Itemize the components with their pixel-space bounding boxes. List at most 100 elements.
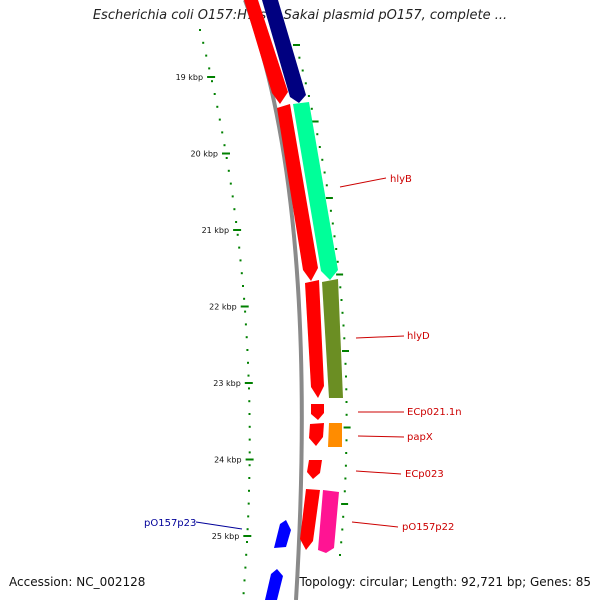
ruler-minor-tick [240, 272, 243, 275]
cds-arrow-reverse-1[interactable] [244, 0, 288, 104]
outer-ruler-tick [301, 69, 304, 72]
outer-ruler-tick [311, 120, 319, 123]
outer-ruler-tick [293, 44, 300, 46]
cds-arrow-reverse-7[interactable] [300, 489, 320, 550]
ruler-tick-label: 20 kbp [190, 150, 218, 159]
cds-arrow-reverse-4[interactable] [311, 404, 324, 420]
outer-ruler-tick [343, 490, 346, 493]
ruler-tick-label: 24 kbp [214, 456, 242, 465]
ruler-minor-tick [213, 93, 216, 95]
gene-label-ecp021-1n[interactable]: ECp021.1n [407, 407, 462, 418]
ruler-minor-tick [248, 438, 251, 441]
ruler-minor-tick [229, 182, 232, 185]
outer-ruler-tick [341, 311, 344, 314]
ruler-minor-tick [248, 400, 251, 403]
ruler-minor-tick [235, 221, 238, 223]
outer-ruler-tick [335, 248, 338, 250]
outer-ruler-tick [339, 554, 341, 556]
cds-arrow-blue-2[interactable] [265, 569, 283, 600]
gene-label-ecp023[interactable]: ECp023 [405, 469, 444, 480]
ruler-minor-tick [236, 233, 239, 236]
outer-ruler-tick [339, 286, 342, 289]
outer-ruler-tick [316, 133, 319, 136]
outer-ruler-tick [340, 299, 343, 301]
ruler-minor-tick [243, 297, 246, 300]
ruler-minor-tick [225, 157, 228, 159]
ruler-minor-tick [248, 464, 251, 467]
ruler-tick-label: 19 kbp [176, 73, 204, 82]
outer-ruler-tick [325, 197, 333, 199]
topology-summary: Topology: circular; Length: 92,721 bp; G… [299, 575, 591, 589]
ruler-minor-tick [231, 195, 234, 198]
ruler-minor-tick [246, 528, 249, 531]
ruler-minor-tick [247, 374, 250, 377]
ruler-minor-tick [246, 541, 248, 543]
map-title: Escherichia coli O157:H7 str. Sakai plas… [92, 8, 508, 23]
cds-arrow-reverse-2[interactable] [277, 104, 318, 281]
ruler-tick-label: 22 kbp [209, 303, 237, 312]
ruler-minor-tick [216, 105, 219, 108]
outer-ruler-tick [342, 324, 345, 327]
ruler-minor-tick [208, 67, 211, 70]
cds-arrow-reverse-3[interactable] [305, 280, 324, 398]
ruler-minor-tick [244, 323, 247, 326]
outer-ruler-tick [329, 209, 332, 212]
ruler-minor-tick [238, 246, 241, 249]
cds-arrow-hlyb[interactable] [293, 102, 338, 280]
ruler-minor-tick [202, 41, 205, 44]
ruler-tick-label: 21 kbp [202, 226, 230, 235]
ruler-minor-tick [205, 54, 208, 57]
outer-ruler-tick [345, 413, 348, 416]
outer-ruler-tick [342, 515, 345, 518]
outer-ruler-tick [343, 426, 351, 429]
cds-arrow-po157p22[interactable] [318, 490, 339, 553]
outer-ruler-tick [345, 452, 348, 454]
ruler-minor-tick [248, 451, 251, 454]
gene-label-po157p22[interactable]: pO157p22 [402, 522, 454, 533]
ruler-minor-tick [247, 502, 250, 505]
cds-arrow-reverse-5[interactable] [309, 423, 324, 446]
ruler-tick-label: 23 kbp [213, 379, 241, 388]
outer-ruler-tick [341, 503, 349, 505]
ruler-minor-tick [239, 259, 242, 262]
cds-arrow-reverse-6[interactable] [307, 460, 322, 479]
ruler-minor-tick [211, 80, 213, 83]
outer-ruler-tick [307, 95, 310, 97]
ruler-minor-tick [243, 579, 246, 582]
gene-label-hlyd[interactable]: hlyD [407, 331, 430, 342]
gene-label-po157p23[interactable]: pO157p23 [144, 518, 196, 529]
ruler-minor-tick [223, 144, 226, 147]
outer-ruler-tick [344, 477, 347, 480]
cds-arrow-navy[interactable] [262, 0, 306, 103]
ruler-minor-tick [248, 477, 251, 479]
outer-ruler-tick [333, 235, 336, 238]
outer-ruler-tick [318, 146, 321, 148]
ruler-minor-tick [199, 29, 201, 31]
ruler-minor-tick [248, 387, 250, 390]
gene-labels: hlyB hlyD ECp021.1n papX ECp023 pO157p22… [144, 174, 462, 533]
reverse-strand-track [244, 0, 324, 550]
cds-arrow-papx[interactable] [328, 423, 342, 447]
outer-ruler-tick [344, 362, 347, 365]
cds-arrow-hlyd[interactable] [322, 279, 343, 398]
accession-text: Accession: NC_002128 [9, 575, 146, 589]
outer-ruler-tick [340, 541, 343, 544]
ruler-minor-tick [248, 489, 250, 492]
outer-ruler-tick [323, 171, 326, 174]
ruler-ticks: 19 kbp 20 kbp 21 kbp 22 kbp 23 kbp 24 kbp 25 k… [176, 29, 351, 595]
outer-ruler-tick [336, 260, 339, 263]
gene-label-papx[interactable]: papX [407, 432, 433, 443]
ruler-tick-label: 25 kbp [212, 532, 240, 541]
ruler-minor-tick [244, 566, 247, 569]
cds-arrow-po157p23[interactable] [274, 520, 291, 548]
outer-ruler-tick [331, 222, 334, 225]
outer-ruler-tick [342, 350, 349, 352]
ruler-minor-tick [245, 336, 248, 339]
outer-ruler-tick [336, 273, 344, 276]
gene-label-hlyb[interactable]: hlyB [390, 174, 412, 185]
outer-ruler-tick [345, 375, 347, 378]
outer-ruler-tick [325, 184, 328, 187]
ruler-minor-tick [227, 169, 230, 172]
